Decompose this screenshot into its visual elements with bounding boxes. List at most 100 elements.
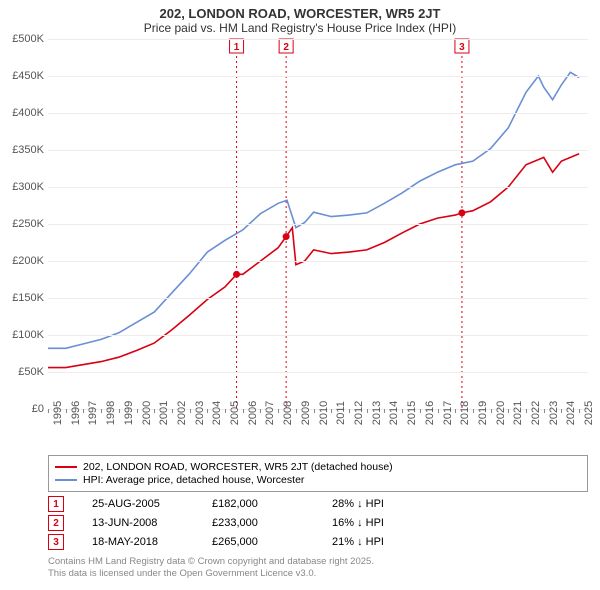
- x-tick-label: 2016: [424, 401, 436, 425]
- event-delta: 16% ↓ HPI: [332, 517, 424, 529]
- x-tick: [190, 409, 191, 413]
- event-marker-label: 3: [459, 42, 465, 53]
- x-tick-label: 1996: [70, 401, 82, 425]
- legend-label: HPI: Average price, detached house, Worc…: [83, 474, 304, 486]
- y-tick-label: £300K: [12, 181, 44, 193]
- x-tick: [66, 409, 67, 413]
- gridline: [48, 187, 588, 188]
- attribution-line1: Contains HM Land Registry data © Crown c…: [48, 556, 588, 568]
- y-tick-label: £450K: [12, 70, 44, 82]
- y-tick-label: £500K: [12, 33, 44, 45]
- chart-subtitle: Price paid vs. HM Land Registry's House …: [0, 21, 600, 35]
- event-price: £182,000: [212, 498, 304, 510]
- x-axis: 1995199619971998199920002001200220032004…: [48, 409, 588, 451]
- gridline: [48, 298, 588, 299]
- chart-container: 202, LONDON ROAD, WORCESTER, WR5 2JT Pri…: [0, 0, 600, 590]
- event-number-box: 2: [48, 515, 64, 531]
- x-tick: [225, 409, 226, 413]
- event-delta: 21% ↓ HPI: [332, 536, 424, 548]
- y-tick-label: £100K: [12, 329, 44, 341]
- x-tick-label: 2012: [353, 401, 365, 425]
- x-tick-label: 2010: [318, 401, 330, 425]
- x-tick-label: 1998: [105, 401, 117, 425]
- x-tick-label: 2017: [442, 401, 454, 425]
- event-row: 213-JUN-2008£233,00016% ↓ HPI: [48, 515, 588, 531]
- x-tick: [83, 409, 84, 413]
- event-delta: 28% ↓ HPI: [332, 498, 424, 510]
- x-tick-label: 2007: [264, 401, 276, 425]
- x-tick: [207, 409, 208, 413]
- event-row: 318-MAY-2018£265,00021% ↓ HPI: [48, 534, 588, 550]
- x-tick: [508, 409, 509, 413]
- x-tick: [420, 409, 421, 413]
- y-tick-label: £400K: [12, 107, 44, 119]
- x-tick-label: 2024: [565, 401, 577, 425]
- x-tick-label: 2004: [211, 401, 223, 425]
- y-tick-label: £250K: [12, 218, 44, 230]
- x-tick-label: 2025: [583, 401, 595, 425]
- gridline: [48, 224, 588, 225]
- gridline: [48, 261, 588, 262]
- x-tick: [154, 409, 155, 413]
- x-tick-label: 2019: [477, 401, 489, 425]
- x-tick: [278, 409, 279, 413]
- y-tick-label: £200K: [12, 255, 44, 267]
- chart-title: 202, LONDON ROAD, WORCESTER, WR5 2JT: [0, 0, 600, 21]
- x-tick: [48, 409, 49, 413]
- attribution-line2: This data is licensed under the Open Gov…: [48, 568, 588, 580]
- x-tick-label: 2022: [530, 401, 542, 425]
- event-date: 13-JUN-2008: [92, 517, 184, 529]
- x-tick: [349, 409, 350, 413]
- x-tick-label: 2023: [548, 401, 560, 425]
- events-table: 1 25-AUG-2005 £182,000 28% ↓ HPI 2 13-JUN-200…: [48, 496, 588, 550]
- x-tick-label: 2005: [229, 401, 241, 425]
- x-tick-label: 2015: [406, 401, 418, 425]
- event-marker-label: 2: [283, 42, 289, 53]
- x-tick: [101, 409, 102, 413]
- x-tick-label: 2008: [282, 401, 294, 425]
- attribution: Contains HM Land Registry data © Crown c…: [48, 556, 588, 580]
- x-tick: [119, 409, 120, 413]
- sale-marker: [233, 271, 240, 278]
- x-tick: [438, 409, 439, 413]
- event-number-box: 1: [48, 496, 64, 512]
- x-tick-label: 1999: [123, 401, 135, 425]
- x-tick: [402, 409, 403, 413]
- x-tick: [473, 409, 474, 413]
- gridline: [48, 335, 588, 336]
- x-tick-label: 2002: [176, 401, 188, 425]
- x-tick-label: 2011: [335, 401, 347, 425]
- x-tick: [137, 409, 138, 413]
- x-tick: [243, 409, 244, 413]
- y-tick-label: £0: [32, 403, 44, 415]
- x-tick-label: 1995: [52, 401, 64, 425]
- x-tick-label: 2020: [495, 401, 507, 425]
- x-tick: [544, 409, 545, 413]
- x-tick: [526, 409, 527, 413]
- event-price: £265,000: [212, 536, 304, 548]
- x-tick: [331, 409, 332, 413]
- x-tick-label: 2013: [371, 401, 383, 425]
- x-tick: [579, 409, 580, 413]
- gridline: [48, 113, 588, 114]
- x-tick: [561, 409, 562, 413]
- y-tick-label: £350K: [12, 144, 44, 156]
- legend-label: 202, LONDON ROAD, WORCESTER, WR5 2JT (de…: [83, 461, 393, 473]
- legend-swatch: [55, 466, 77, 468]
- x-tick: [455, 409, 456, 413]
- event-row: 1 25-AUG-2005 £182,000 28% ↓ HPI: [48, 496, 588, 512]
- legend-item: 202, LONDON ROAD, WORCESTER, WR5 2JT (de…: [55, 461, 581, 473]
- y-tick-label: £150K: [12, 292, 44, 304]
- event-date: 25-AUG-2005: [92, 498, 184, 510]
- x-tick: [172, 409, 173, 413]
- gridline: [48, 372, 588, 373]
- x-tick-label: 1997: [87, 401, 99, 425]
- x-tick: [296, 409, 297, 413]
- x-tick-label: 2014: [388, 401, 400, 425]
- x-tick-label: 2001: [158, 401, 170, 425]
- sale-marker: [458, 209, 465, 216]
- sale-marker: [283, 233, 290, 240]
- x-tick: [260, 409, 261, 413]
- x-tick-label: 2021: [512, 401, 524, 425]
- legend-swatch: [55, 479, 77, 481]
